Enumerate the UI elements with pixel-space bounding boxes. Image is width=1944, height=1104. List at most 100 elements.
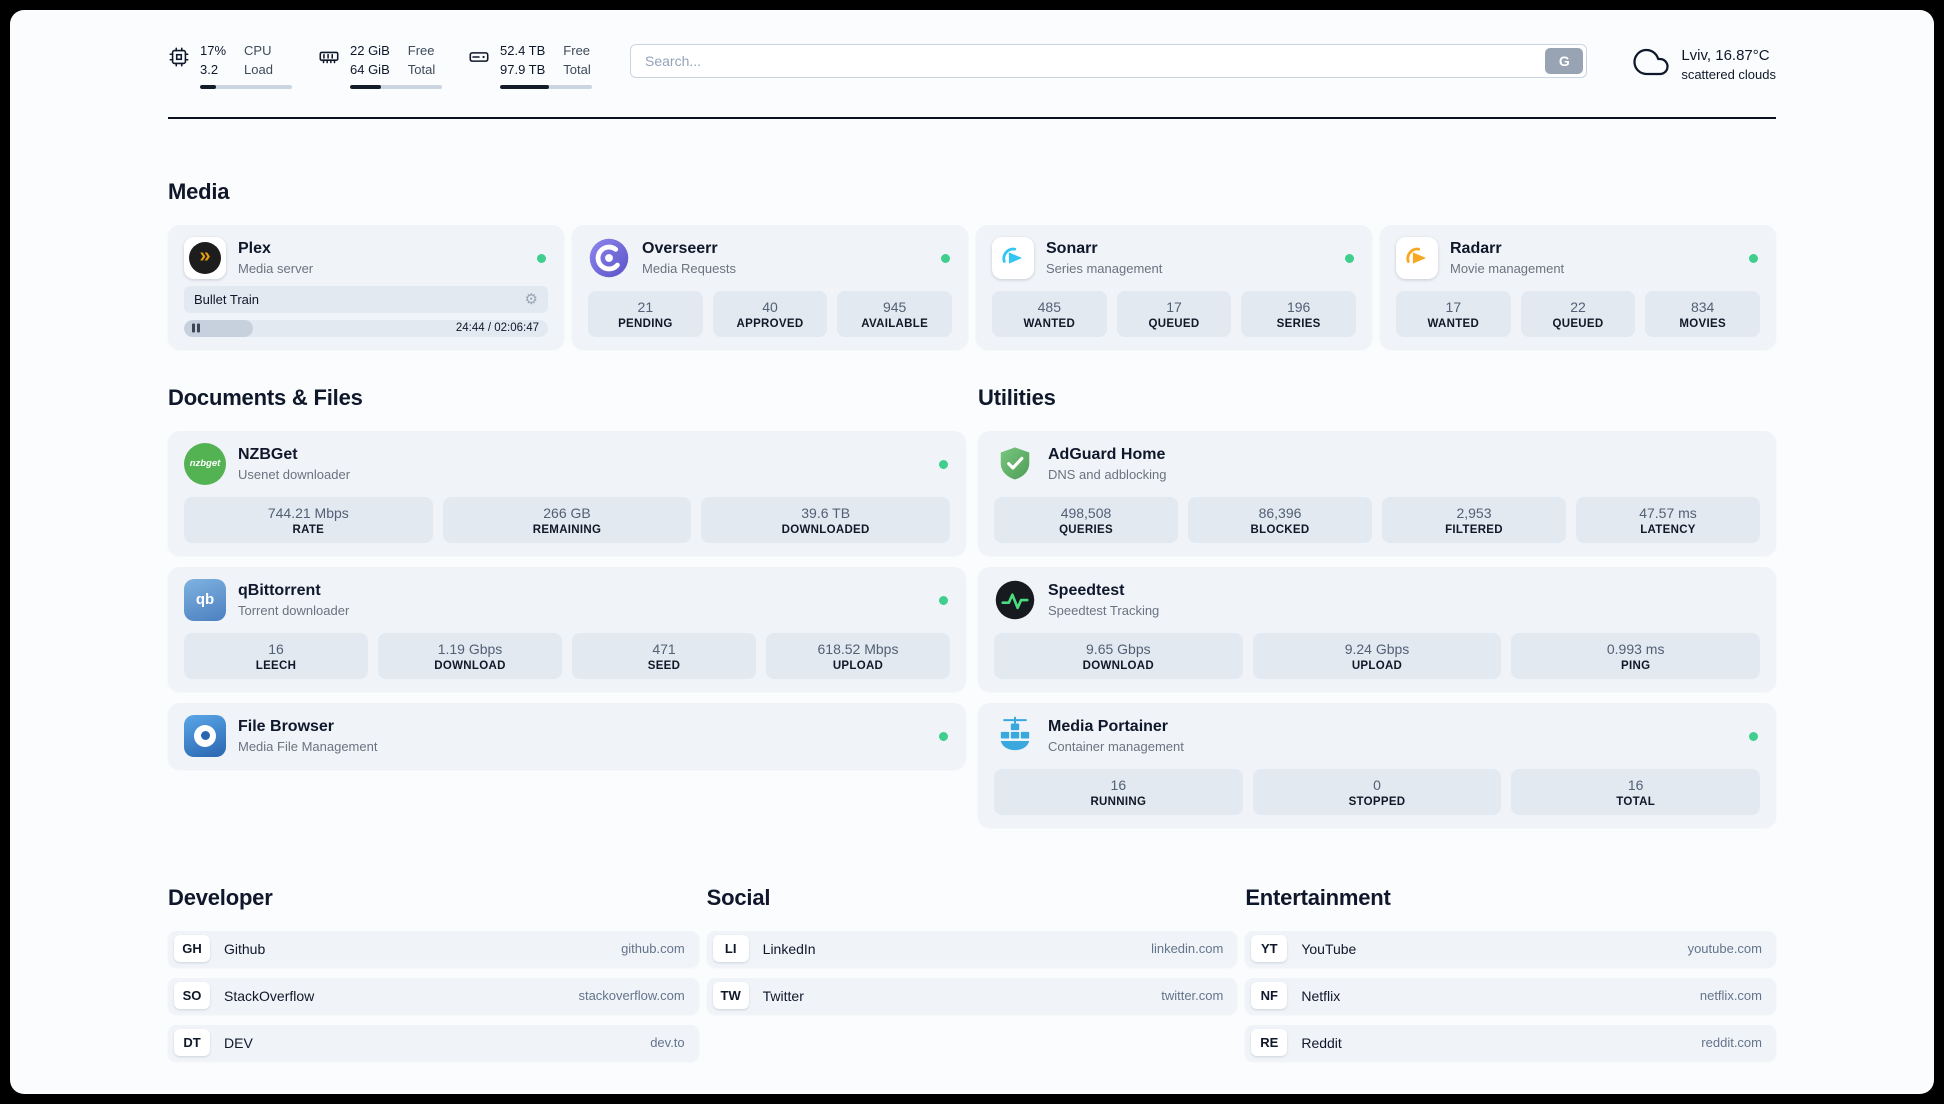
bookmark-linkedin[interactable]: LI LinkedIn linkedin.com — [706, 930, 1238, 967]
bookmark-name: LinkedIn — [762, 940, 816, 957]
topbar: 17% 3.2 CPU Load — [168, 10, 1776, 89]
section-entertainment: Entertainment YT YouTube youtube.com NF … — [1245, 885, 1776, 1061]
search-input[interactable] — [630, 44, 1588, 78]
stat-download: 1.19 Gbps DOWNLOAD — [378, 632, 562, 679]
stat-movies: 834 MOVIES — [1645, 290, 1760, 337]
status-dot-filebrowser — [939, 731, 948, 741]
stat-total: 16 TOTAL — [1511, 768, 1760, 815]
memory-free-label: Free — [407, 43, 435, 58]
app-name-sonarr: Sonarr — [1046, 239, 1098, 257]
plex-icon: » — [184, 236, 226, 279]
section-developer: Developer GH Github github.com SO StackO… — [168, 885, 699, 1061]
status-dot-sonarr — [1345, 253, 1354, 263]
speedtest-icon — [994, 579, 1036, 621]
disk-total-value: 97.9 TB — [500, 61, 546, 77]
bookmark-abbr: LI — [712, 935, 749, 963]
bookmark-url: netflix.com — [1699, 988, 1762, 1004]
radarr-icon — [1396, 236, 1438, 279]
app-name-portainer: Media Portainer — [1048, 717, 1169, 735]
bookmark-reddit[interactable]: RE Reddit reddit.com — [1245, 1024, 1776, 1061]
section-title-entertainment: Entertainment — [1245, 884, 1391, 910]
bookmark-abbr: DT — [174, 1029, 210, 1057]
stat-queries: 498,508 QUERIES — [994, 496, 1178, 543]
cpu-chip-icon — [168, 46, 190, 68]
bookmark-abbr: TW — [712, 982, 749, 1010]
system-metrics: 17% 3.2 CPU Load — [168, 42, 592, 89]
app-desc-sonarr: Series management — [1046, 260, 1163, 276]
nzbget-icon-text: nzbget — [189, 458, 221, 470]
stat-downloaded: 39.6 TB DOWNLOADED — [701, 496, 950, 543]
plex-now-playing: Bullet Train ⚙ 24:44 / 02:06:47 — [184, 285, 548, 337]
memory-free-value: 22 GiB — [350, 43, 390, 58]
app-card-plex[interactable]: » Plex Media server Bullet Train ⚙ — [168, 224, 564, 349]
bookmark-youtube[interactable]: YT YouTube youtube.com — [1245, 930, 1776, 967]
cpu-load-value: 3.2 — [200, 61, 219, 77]
bookmark-github[interactable]: GH Github github.com — [168, 930, 699, 967]
section-title-documents: Documents & Files — [168, 384, 363, 410]
section-title-media: Media — [168, 178, 230, 204]
bookmark-name: YouTube — [1301, 940, 1357, 957]
cpu-widget: 17% 3.2 CPU Load — [168, 42, 292, 89]
disk-widget: 52.4 TB 97.9 TB Free Total — [468, 42, 592, 89]
bookmark-name: StackOverflow — [224, 987, 315, 1004]
search-bar: G — [630, 44, 1588, 78]
app-card-overseerr[interactable]: Overseerr Media Requests 21 PENDING 40 A… — [572, 224, 968, 349]
bookmark-netflix[interactable]: NF Netflix netflix.com — [1245, 977, 1776, 1014]
settings-gear-icon[interactable]: ⚙ — [524, 290, 538, 308]
stat-ping: 0.993 ms PING — [1511, 632, 1760, 679]
stat-series: 196 SERIES — [1241, 290, 1356, 337]
section-title-social: Social — [706, 884, 771, 910]
sonarr-icon — [992, 236, 1034, 279]
section-documents: Documents & Files nzbget NZBGet Usenet d… — [168, 385, 966, 769]
app-card-speedtest[interactable]: Speedtest Speedtest Tracking 9.65 Gbps D… — [978, 566, 1776, 691]
app-card-filebrowser[interactable]: File Browser Media File Management — [168, 702, 966, 769]
stat-wanted: 485 WANTED — [992, 290, 1107, 337]
app-desc-overseerr: Media Requests — [642, 260, 736, 276]
stat-wanted: 17 WANTED — [1396, 290, 1511, 337]
bookmark-abbr: RE — [1251, 1029, 1288, 1057]
status-dot-nzbget — [939, 459, 948, 469]
section-title-developer: Developer — [168, 884, 273, 910]
bookmark-url: reddit.com — [1701, 1035, 1762, 1051]
app-desc-portainer: Container management — [1048, 738, 1184, 754]
disk-free-label: Free — [563, 43, 591, 58]
pause-icon[interactable] — [192, 323, 200, 333]
bookmark-url: stackoverflow.com — [578, 988, 685, 1004]
app-card-nzbget[interactable]: nzbget NZBGet Usenet downloader 744.21 M… — [168, 430, 966, 555]
weather-widget: Lviv, 16.87°C scattered clouds — [1633, 44, 1776, 85]
overseerr-stats: 21 PENDING 40 APPROVED 945 AVAILABLE — [588, 290, 952, 337]
header-divider — [168, 116, 1776, 119]
nzbget-icon: nzbget — [184, 442, 226, 485]
stat-latency: 47.57 ms LATENCY — [1576, 496, 1760, 543]
stat-stopped: 0 STOPPED — [1252, 768, 1502, 815]
memory-total-label: Total — [407, 61, 436, 77]
stat-seed: 471 SEED — [572, 632, 756, 679]
adguard-shield-icon — [994, 443, 1036, 485]
bookmark-url: twitter.com — [1161, 988, 1224, 1004]
search-engine-button[interactable]: G — [1545, 48, 1584, 74]
app-card-adguard[interactable]: AdGuard Home DNS and adblocking 498,508 … — [978, 430, 1776, 555]
status-dot-qbittorrent — [939, 595, 948, 605]
app-name-nzbget: NZBGet — [238, 445, 298, 463]
stat-filtered: 2,953 FILTERED — [1382, 496, 1566, 543]
app-card-sonarr[interactable]: Sonarr Series management 485 WANTED 17 Q… — [976, 224, 1372, 349]
app-card-qbittorrent[interactable]: qb qBittorrent Torrent downloader 16 — [168, 566, 966, 691]
bookmark-name: Github — [224, 940, 266, 957]
bookmark-abbr: NF — [1251, 982, 1288, 1010]
bookmark-stackoverflow[interactable]: SO StackOverflow stackoverflow.com — [168, 977, 699, 1014]
qbittorrent-icon: qb — [184, 578, 226, 621]
bookmark-dev[interactable]: DT DEV dev.to — [168, 1024, 699, 1061]
section-utilities: Utilities — [978, 385, 1776, 827]
cpu-usage-value: 17% — [200, 43, 227, 58]
app-desc-radarr: Movie management — [1450, 260, 1565, 276]
stat-available: 945 AVAILABLE — [837, 290, 952, 337]
app-card-radarr[interactable]: Radarr Movie management 17 WANTED 22 QUE… — [1380, 224, 1776, 349]
bookmark-twitter[interactable]: TW Twitter twitter.com — [706, 977, 1238, 1014]
playback-progress-bar[interactable]: 24:44 / 02:06:47 — [184, 319, 548, 337]
qbittorrent-stats: 16 LEECH 1.19 Gbps DOWNLOAD 471 SEED — [184, 632, 950, 679]
memory-total-value: 64 GiB — [350, 61, 390, 77]
stat-queued: 22 QUEUED — [1520, 290, 1636, 337]
overseerr-icon — [588, 237, 630, 279]
section-title-utilities: Utilities — [978, 384, 1056, 410]
app-card-portainer[interactable]: Media Portainer Container management 16 … — [978, 702, 1776, 827]
